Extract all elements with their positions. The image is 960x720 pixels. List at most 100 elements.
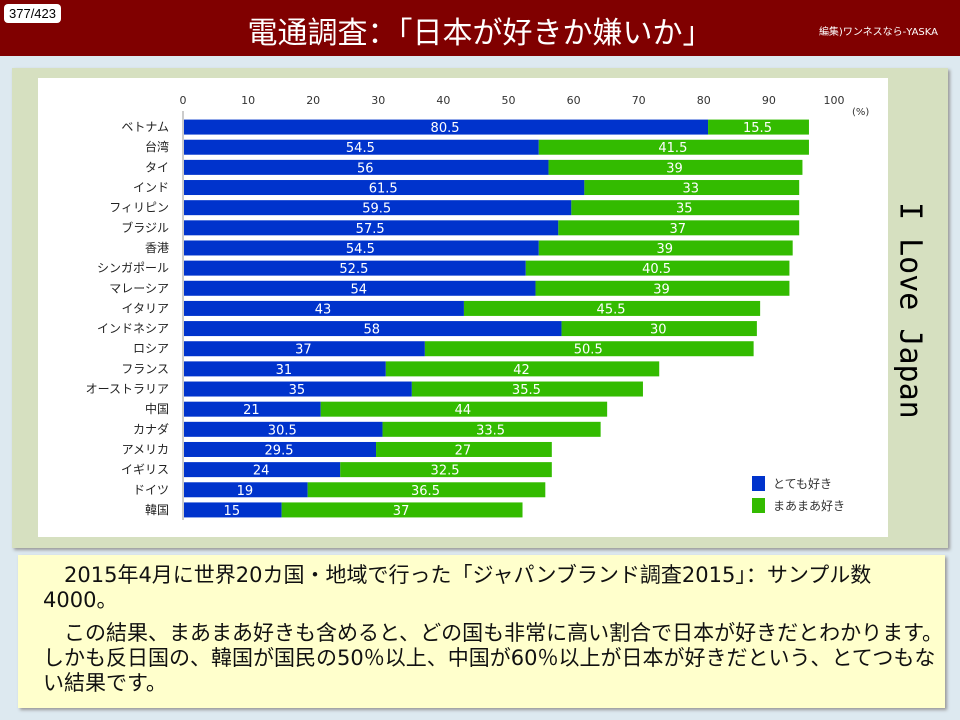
side-caption: I Love Japan bbox=[892, 201, 928, 419]
bar-somewhat-like bbox=[548, 159, 803, 175]
data-label: 21 bbox=[243, 403, 260, 418]
data-label: 52.5 bbox=[339, 262, 368, 277]
bar-very-like bbox=[184, 280, 536, 296]
category-label: ドイツ bbox=[133, 483, 169, 497]
bar-very-like bbox=[184, 421, 383, 437]
bar-very-like bbox=[184, 220, 559, 236]
legend-label: とても好き bbox=[773, 477, 832, 491]
x-tick-label: 60 bbox=[567, 94, 581, 107]
data-label: 40.5 bbox=[642, 262, 671, 277]
unit-label: (%) bbox=[852, 107, 869, 118]
category-label: 香港 bbox=[145, 241, 169, 255]
legend-label: まあまあ好き bbox=[773, 499, 845, 513]
bar-very-like bbox=[184, 341, 425, 357]
data-label: 31 bbox=[276, 363, 293, 378]
bar-somewhat-like bbox=[561, 321, 757, 337]
category-label: アメリカ bbox=[122, 442, 169, 456]
category-label: イギリス bbox=[121, 463, 169, 477]
legend-swatch bbox=[752, 498, 765, 513]
category-label: ベトナム bbox=[121, 120, 169, 134]
data-label: 42 bbox=[513, 363, 530, 378]
slide-title: 電通調査：「日本が好きか嫌いか」 bbox=[247, 16, 713, 51]
data-label: 30.5 bbox=[268, 423, 297, 438]
data-label: 54 bbox=[350, 282, 367, 297]
bar-very-like bbox=[184, 200, 572, 216]
bar-very-like bbox=[184, 361, 386, 377]
category-label: シンガポール bbox=[97, 261, 169, 275]
bar-somewhat-like bbox=[424, 341, 754, 357]
data-label: 56 bbox=[357, 161, 374, 176]
data-label: 61.5 bbox=[369, 182, 398, 197]
data-label: 50.5 bbox=[574, 343, 603, 358]
data-label: 39 bbox=[666, 161, 683, 176]
category-label: オーストラリア bbox=[86, 382, 169, 396]
bar-very-like bbox=[184, 441, 377, 457]
category-label: 中国 bbox=[145, 401, 169, 416]
data-label: 32.5 bbox=[431, 464, 460, 479]
data-label: 19 bbox=[237, 484, 254, 499]
data-label: 58 bbox=[364, 323, 381, 338]
chart-area: 0 10 20 30 40 50 60 70 80 90 100 (%) ベトナム 80.5 15.5 台湾 5… bbox=[38, 78, 888, 537]
category-label: フランス bbox=[121, 362, 169, 376]
category-label: タイ bbox=[145, 160, 169, 174]
category-label: ブラジル bbox=[121, 220, 169, 235]
x-tick-label: 50 bbox=[502, 94, 516, 107]
page-counter: 377/423 bbox=[4, 4, 61, 23]
bar-very-like bbox=[184, 119, 709, 135]
bar-somewhat-like bbox=[558, 220, 800, 236]
bar-very-like bbox=[184, 240, 539, 256]
data-label: 37 bbox=[393, 504, 410, 519]
bar-very-like bbox=[184, 139, 539, 155]
bar-somewhat-like bbox=[307, 482, 546, 498]
bar-somewhat-like bbox=[538, 139, 809, 155]
data-label: 33 bbox=[683, 182, 700, 197]
bar-somewhat-like bbox=[385, 361, 660, 377]
note-box: 2015年4月に世界20カ国・地域で行った「ジャパンブランド調査2015」：サン… bbox=[18, 555, 945, 708]
data-label: 37 bbox=[295, 343, 312, 358]
bar-somewhat-like bbox=[376, 441, 552, 457]
category-label: 台湾 bbox=[145, 139, 169, 154]
x-tick-label: 0 bbox=[180, 94, 187, 107]
bar-somewhat-like bbox=[411, 381, 643, 397]
x-tick-label: 30 bbox=[371, 94, 385, 107]
bar-very-like bbox=[184, 321, 562, 337]
data-label: 35 bbox=[676, 202, 693, 217]
data-label: 37 bbox=[669, 222, 686, 237]
category-label: インド bbox=[133, 181, 169, 195]
category-label: インドネシア bbox=[97, 322, 169, 336]
bar-somewhat-like bbox=[535, 280, 790, 296]
legend-swatch bbox=[752, 476, 765, 491]
bar-somewhat-like bbox=[571, 200, 800, 216]
data-label: 29.5 bbox=[265, 443, 294, 458]
data-label: 39 bbox=[653, 282, 670, 297]
bar-somewhat-like bbox=[538, 240, 793, 256]
header-bar: 377/423 電通調査：「日本が好きか嫌いか」 編集)ワンネスなら-YASKA bbox=[0, 0, 960, 56]
data-label: 43 bbox=[315, 302, 332, 317]
bar-very-like bbox=[184, 462, 341, 478]
category-label: カナダ bbox=[133, 421, 169, 436]
data-label: 15.5 bbox=[743, 121, 772, 136]
bar-very-like bbox=[184, 260, 526, 276]
data-label: 54.5 bbox=[346, 141, 375, 156]
data-label: 27 bbox=[455, 443, 472, 458]
editor-credit: 編集)ワンネスなら-YASKA bbox=[818, 27, 938, 38]
data-label: 80.5 bbox=[431, 121, 460, 136]
data-label: 35.5 bbox=[512, 383, 541, 398]
data-label: 59.5 bbox=[362, 202, 391, 217]
data-label: 57.5 bbox=[356, 222, 385, 237]
data-label: 24 bbox=[253, 464, 270, 479]
bar-somewhat-like bbox=[382, 421, 601, 437]
data-label: 39 bbox=[656, 242, 673, 257]
bar-somewhat-like bbox=[584, 180, 800, 196]
x-tick-label: 10 bbox=[241, 94, 255, 107]
bar-very-like bbox=[184, 159, 549, 175]
bar-somewhat-like bbox=[281, 502, 523, 518]
bar-very-like bbox=[184, 502, 282, 518]
bar-very-like bbox=[184, 401, 321, 417]
category-label: イタリア bbox=[121, 301, 169, 315]
bar-very-like bbox=[184, 300, 464, 316]
data-label: 33.5 bbox=[476, 423, 505, 438]
x-tick-label: 20 bbox=[306, 94, 320, 107]
note-paragraph-1: 2015年4月に世界20カ国・地域で行った「ジャパンブランド調査2015」：サン… bbox=[43, 563, 872, 612]
data-label: 41.5 bbox=[658, 141, 687, 156]
